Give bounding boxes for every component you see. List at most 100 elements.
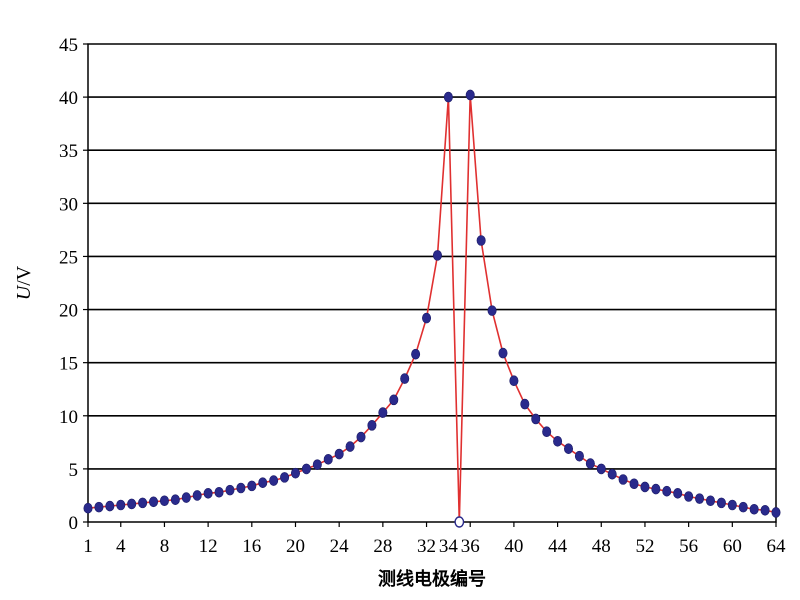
x-tick-label: 34 [439, 536, 459, 557]
data-point [662, 485, 672, 497]
data-point [149, 496, 159, 508]
data-point [83, 502, 93, 514]
data-point [465, 89, 475, 101]
x-tick-label: 16 [242, 536, 261, 557]
data-point [432, 250, 442, 261]
data-point [138, 497, 148, 509]
data-point [159, 495, 169, 507]
x-tick-label: 48 [592, 536, 611, 557]
plot-frame [87, 43, 777, 523]
data-point [487, 305, 497, 316]
data-point [389, 394, 399, 406]
data-point [290, 467, 300, 479]
data-point [749, 503, 759, 515]
data-point [673, 488, 683, 499]
data-point [225, 484, 235, 496]
data-point [94, 501, 104, 513]
x-tick-label: 12 [199, 536, 218, 557]
data-point [553, 435, 563, 447]
y-tick-labels: 0 5 10 15 20 25 30 35 40 45 [59, 35, 88, 534]
x-tick-label: 24 [330, 536, 350, 557]
data-point [760, 505, 770, 516]
data-point [509, 375, 519, 387]
grid-layer [88, 96, 776, 470]
data-point [334, 448, 344, 460]
data-point [738, 501, 748, 513]
data-point [695, 493, 705, 504]
data-point [618, 474, 628, 485]
y-tick-label: 0 [69, 513, 79, 534]
x-axis-label: 测线电极编号 [378, 568, 486, 590]
data-point [345, 441, 355, 452]
data-point [771, 507, 781, 518]
y-tick-label: 5 [69, 460, 79, 481]
data-point [203, 488, 213, 499]
x-tick-label: 36 [461, 536, 480, 557]
y-tick-label: 40 [59, 88, 78, 109]
data-point [192, 490, 202, 501]
data-point [520, 398, 530, 410]
data-point [727, 499, 737, 511]
x-tick-label: 40 [504, 536, 523, 557]
data-point [542, 426, 552, 438]
x-tick-label: 56 [679, 536, 698, 557]
x-tick-label: 60 [723, 536, 742, 557]
data-point [640, 481, 650, 493]
data-point [411, 348, 421, 360]
data-point [236, 482, 246, 494]
data-point [585, 458, 595, 469]
data-point [531, 413, 541, 425]
x-tick-label: 44 [548, 536, 568, 557]
y-tick-label: 30 [59, 194, 78, 215]
data-point [498, 347, 508, 359]
y-tick-label: 20 [59, 301, 78, 322]
data-point [170, 494, 180, 505]
y-axis-label: U/V [13, 265, 35, 300]
data-point [116, 499, 126, 511]
data-point [181, 492, 191, 503]
data-point [105, 500, 115, 512]
data-point [367, 420, 377, 431]
data-point [564, 443, 574, 455]
data-point [301, 463, 311, 475]
y-tick-label: 45 [59, 35, 78, 56]
x-tick-label: 8 [160, 536, 170, 557]
data-point [574, 450, 584, 462]
y-tick-label: 25 [59, 247, 78, 268]
x-tick-label: 1 [83, 536, 93, 557]
data-point [629, 478, 639, 490]
data-point [323, 454, 333, 465]
data-point [716, 497, 726, 509]
data-point [684, 491, 694, 502]
x-tick-label: 52 [635, 536, 654, 557]
x-tick-label: 28 [373, 536, 392, 557]
data-point [127, 498, 137, 510]
data-point [214, 486, 224, 498]
data-point [607, 468, 617, 480]
data-point [705, 495, 715, 507]
x-tick-label: 20 [286, 536, 305, 557]
data-point [422, 312, 432, 324]
series-line [87, 94, 777, 523]
data-point [400, 373, 410, 384]
data-point [269, 475, 279, 486]
data-point [356, 431, 366, 443]
data-point [247, 480, 257, 492]
data-point [651, 483, 661, 495]
data-markers [83, 89, 781, 528]
y-tick-label: 35 [59, 141, 78, 162]
data-point [280, 472, 290, 483]
data-point [258, 477, 268, 488]
x-tick-labels: 1 4 8 12 16 20 24 28 32 34 36 40 44 48 52 56 60 64 [83, 522, 786, 557]
data-point [596, 463, 606, 475]
x-tick-label: 32 [417, 536, 436, 557]
y-tick-label: 15 [59, 354, 78, 375]
x-tick-label: 64 [767, 536, 787, 557]
data-point [378, 407, 388, 418]
data-point [476, 235, 486, 246]
data-point [443, 91, 453, 103]
x-tick-label: 4 [116, 536, 126, 557]
data-point [454, 516, 465, 528]
data-point [312, 459, 322, 470]
